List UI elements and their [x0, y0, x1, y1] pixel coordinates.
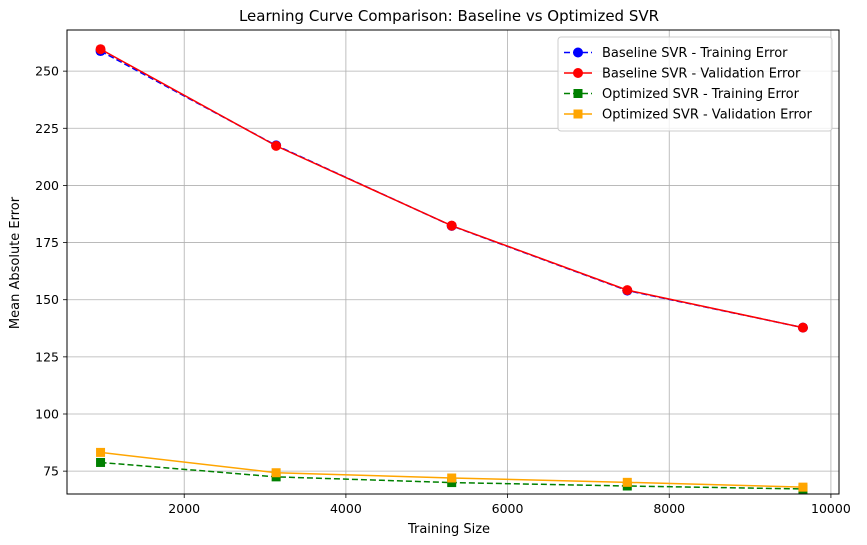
- y-tick-label: 225: [35, 121, 59, 136]
- x-tick-label: 6000: [492, 501, 524, 516]
- y-axis-label: Mean Absolute Error: [8, 196, 23, 329]
- data-point: [95, 44, 106, 55]
- y-tick-label: 200: [35, 178, 59, 193]
- data-point: [96, 447, 106, 457]
- series-group: [95, 44, 808, 494]
- data-point: [447, 473, 457, 483]
- legend-label: Optimized SVR - Validation Error: [602, 108, 812, 123]
- baseline-svr-validation-error-series: [95, 44, 808, 333]
- y-tick-label: 250: [35, 64, 59, 79]
- legend-marker: [573, 89, 583, 98]
- legend-item: Baseline SVR - Training Error: [564, 46, 788, 61]
- data-point: [271, 140, 282, 151]
- x-tick-label: 4000: [330, 501, 362, 516]
- chart-title: Learning Curve Comparison: Baseline vs O…: [239, 7, 659, 25]
- x-tick-label: 10000: [811, 501, 851, 516]
- x-tick-label: 2000: [168, 501, 200, 516]
- y-tick-label: 175: [35, 235, 59, 250]
- data-point: [271, 468, 281, 478]
- data-point: [798, 482, 808, 492]
- data-point: [797, 322, 808, 333]
- y-tick-label: 125: [35, 349, 59, 364]
- legend-item: Optimized SVR - Validation Error: [564, 108, 812, 123]
- plot-frame: [66, 29, 840, 495]
- legend-marker: [573, 109, 583, 119]
- legend-label: Baseline SVR - Validation Error: [602, 67, 801, 82]
- y-tick-label: 100: [35, 407, 59, 422]
- x-tick-label: 8000: [653, 501, 685, 516]
- x-axis-label: Training Size: [407, 522, 490, 537]
- legend-item: Optimized SVR - Training Error: [564, 87, 800, 102]
- data-point: [447, 478, 457, 488]
- legend-label: Baseline SVR - Training Error: [602, 46, 788, 61]
- legend: Baseline SVR - Training Error Baseline SV…: [557, 36, 833, 132]
- y-tick-label: 150: [35, 292, 59, 307]
- data-point: [622, 285, 633, 296]
- x-axis-ticks: 2000 4000 6000 8000 10000: [168, 494, 851, 516]
- legend-marker: [573, 47, 583, 58]
- data-point: [446, 220, 457, 231]
- legend-item: Baseline SVR - Validation Error: [564, 67, 801, 82]
- y-axis-ticks: 75 100 125 150 175 200 225 250: [35, 64, 67, 479]
- legend-marker: [573, 68, 583, 78]
- y-tick-label: 75: [43, 464, 59, 479]
- data-point: [622, 477, 632, 487]
- legend-box: [557, 36, 833, 132]
- legend-label: Optimized SVR - Training Error: [602, 87, 800, 102]
- optimized-svr-validation-error-series: [96, 447, 808, 492]
- data-point: [96, 457, 106, 467]
